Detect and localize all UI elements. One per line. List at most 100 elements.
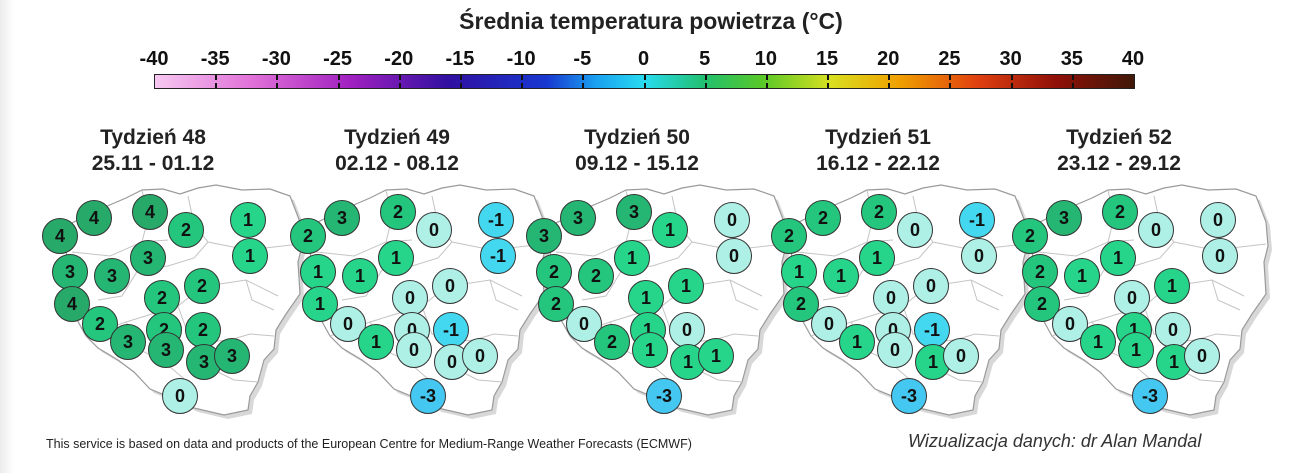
temperature-marker: 2 <box>144 280 180 316</box>
temperature-marker: 3 <box>1046 200 1082 236</box>
temperature-marker: 1 <box>823 258 859 294</box>
temperature-marker: 0 <box>873 280 909 316</box>
temperature-marker: 2 <box>168 212 204 248</box>
week-label: Tydzień 50 <box>584 126 690 149</box>
colorbar-tick-labels: -40 -35 -30 -25 -20 -15 -10 -5 0 5 10 15 20 25 30 35 40 <box>0 48 1302 74</box>
colorbar-tick-mark <box>337 75 340 88</box>
temperature-marker: 0 <box>669 312 705 348</box>
visualization-credit: Wizualizacja danych: dr Alan Mandal <box>908 431 1202 451</box>
colorbar-tick-mark <box>398 75 401 88</box>
colorbar-tick-label: 0 <box>637 48 650 70</box>
colorbar-tick-label: -30 <box>261 48 291 70</box>
temperature-marker: 1 <box>342 258 378 294</box>
temperature-marker: 1 <box>668 268 704 304</box>
temperature-marker: 1 <box>358 324 394 360</box>
colorbar-tick-label: 25 <box>938 48 961 70</box>
temperature-marker: 1 <box>781 254 817 290</box>
temperature-marker: 0 <box>432 268 468 304</box>
week-label: Tydzień 52 <box>1066 126 1172 149</box>
colorbar-tick-mark <box>1071 75 1074 88</box>
temperature-marker: 1 <box>378 240 414 276</box>
temperature-marker: 1 <box>614 240 650 276</box>
week-panel: Tydzień 49 02.12 - 08.12 2 3 2 -1 0 -1 1 1 1 0 0 0 1 0-… <box>282 120 550 420</box>
temperature-marker: 0 <box>1184 338 1220 374</box>
temperature-marker: 0 <box>897 212 933 248</box>
temperature-marker: -3 <box>410 378 446 414</box>
page-edge-shadow <box>0 0 14 473</box>
temperature-marker: 2 <box>1102 194 1138 230</box>
colorbar-tick-mark <box>827 75 830 88</box>
temperature-marker: 4 <box>42 218 78 254</box>
date-range: 25.11 - 01.12 <box>91 152 215 175</box>
colorbar-tick-label: -10 <box>506 48 536 70</box>
colorbar-tick-label: -20 <box>384 48 414 70</box>
temperature-marker: 0 <box>961 238 997 274</box>
week-panel: Tydzień 52 23.12 - 29.12 2 3 2 0 0 0 2 1 1 0 1 1 2 0 0 1 1… <box>1004 120 1272 420</box>
voivodeship-border <box>489 279 519 311</box>
colorbar-tick-label: 35 <box>1060 48 1083 70</box>
temperature-marker: -3 <box>891 378 927 414</box>
date-range: 23.12 - 29.12 <box>1057 152 1181 175</box>
voivodeship-border <box>1211 279 1241 311</box>
ecmwf-attribution: This service is based on data and produc… <box>46 437 692 451</box>
temperature-marker: 2 <box>1012 218 1048 254</box>
colorbar-tick-mark <box>765 75 768 88</box>
week-label: Tydzień 49 <box>344 126 450 149</box>
map-title: Średnia temperatura powietrza (°C) <box>459 8 843 34</box>
date-range: 09.12 - 15.12 <box>575 152 699 175</box>
temperature-marker: 2 <box>578 258 614 294</box>
temperature-marker: 1 <box>628 280 664 316</box>
temperature-marker: -3 <box>1132 378 1168 414</box>
temperature-marker: 3 <box>130 240 166 276</box>
colorbar-tick-label: 5 <box>699 48 711 70</box>
week-label: Tydzień 48 <box>100 126 206 149</box>
voivodeship-border <box>970 279 1000 311</box>
colorbar-tick-mark <box>1010 75 1013 88</box>
date-range: 02.12 - 08.12 <box>335 152 459 175</box>
temperature-marker: 2 <box>1022 254 1058 290</box>
temperature-marker: 1 <box>300 254 336 290</box>
temperature-marker: 2 <box>594 324 630 360</box>
temperature-marker: 1 <box>632 332 668 368</box>
temperature-marker: 1 <box>1118 332 1154 368</box>
colorbar-tick-mark <box>459 75 462 88</box>
temperature-marker: 0 <box>1202 238 1238 274</box>
temperature-marker: 0 <box>392 280 428 316</box>
colorbar-tick-label: -40 <box>139 48 169 70</box>
temperature-marker: 0 <box>877 332 913 368</box>
temperature-marker: 3 <box>616 194 652 230</box>
temperature-marker: 0 <box>1200 202 1236 238</box>
temperature-marker: 0 <box>462 338 498 374</box>
voivodeship-border <box>1051 279 1245 337</box>
temperature-marker: -1 <box>959 202 995 238</box>
temperature-marker: -1 <box>478 202 514 238</box>
temperature-marker: -3 <box>646 378 682 414</box>
temperature-marker: 3 <box>52 254 88 290</box>
temperature-marker: 1 <box>859 240 895 276</box>
voivodeship-border <box>810 279 1004 337</box>
temperature-marker: 1 <box>1064 258 1100 294</box>
colorbar-tick-mark <box>215 75 218 88</box>
temperature-marker: 1 <box>1154 268 1190 304</box>
temperature-marker: 3 <box>94 258 130 294</box>
week-panel: Tydzień 48 25.11 - 01.12 4 4 4 1 2 1 3 3 3 2 2 2 4 2 2 3 3… <box>38 120 306 420</box>
temperature-marker: 1 <box>698 338 734 374</box>
colorbar-tick-mark <box>521 75 524 88</box>
colorbar-tick-mark <box>276 75 279 88</box>
temperature-marker: 0 <box>943 338 979 374</box>
colorbar-tick-mark <box>704 75 707 88</box>
temperature-colorbar <box>154 74 1135 89</box>
temperature-marker: 3 <box>148 332 184 368</box>
temperature-marker: 0 <box>913 268 949 304</box>
voivodeship-border <box>729 279 759 311</box>
week-panel: Tydzień 50 09.12 - 15.12 3 3 3 0 1 0 2 2 1 1 1 1 2 0 0 2 1… <box>522 120 790 420</box>
week-label: Tydzień 51 <box>825 126 931 149</box>
voivodeship-border <box>329 279 523 337</box>
temperature-marker: 0 <box>714 202 750 238</box>
week-panel: Tydzień 51 16.12 - 22.12 2 2 2 -1 0 0 1 1 1 0 0 0 2 0 -1… <box>763 120 1031 420</box>
colorbar-tick-label: 10 <box>754 48 777 70</box>
colorbar-tick-mark <box>949 75 952 88</box>
temperature-marker: 4 <box>76 200 112 236</box>
colorbar-tick-label: -25 <box>323 48 353 70</box>
temperature-marker: 1 <box>839 324 875 360</box>
